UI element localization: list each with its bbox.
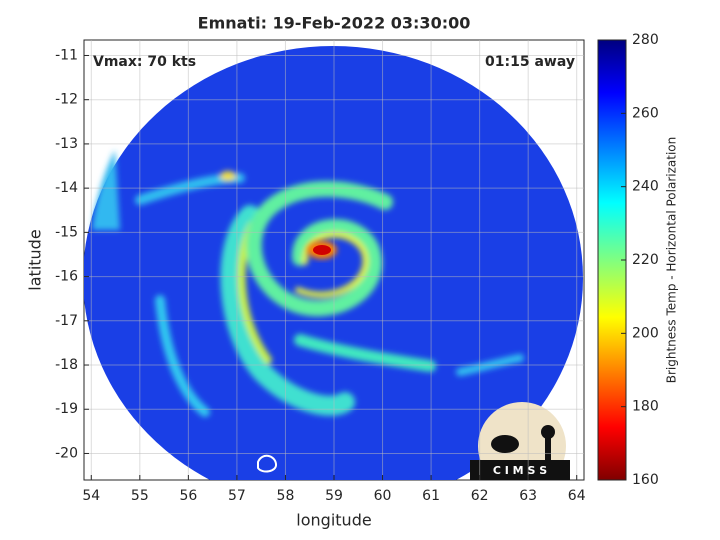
colorbar-tick-label: 200 [632, 325, 659, 341]
colorbar-tick-label: 280 [632, 32, 659, 48]
x-tick-label: 59 [325, 488, 343, 504]
y-tick-label: -20 [55, 445, 78, 461]
x-tick-label: 58 [277, 488, 295, 504]
y-tick-label: -19 [55, 401, 78, 417]
imagery: C I M S S [84, 46, 583, 480]
rainbands [135, 171, 524, 417]
colorbar-tick-label: 160 [632, 472, 659, 488]
y-tick-label: -17 [55, 313, 78, 329]
x-tick-label: 54 [82, 488, 100, 504]
x-axis-label: longitude [296, 511, 371, 530]
x-tick-label: 62 [471, 488, 489, 504]
annotation: Vmax: 70 kts [93, 54, 196, 70]
x-tick-label: 61 [422, 488, 440, 504]
x-tick-label: 63 [519, 488, 537, 504]
x-tick-label: 64 [568, 488, 586, 504]
y-tick-label: -14 [55, 180, 78, 196]
y-tick-label: -18 [55, 357, 78, 373]
eye [313, 245, 331, 255]
island [257, 454, 277, 473]
chart-title: Emnati: 19-Feb-2022 03:30:00 [198, 14, 471, 33]
colorbar-tick-label: 260 [632, 105, 659, 121]
colorbar-tick-label: 220 [632, 252, 659, 268]
x-tick-label: 55 [131, 488, 149, 504]
x-tick-label: 60 [374, 488, 392, 504]
y-tick-label: -12 [55, 92, 78, 108]
logo-text: C I M S S [493, 464, 547, 477]
colorbar-label: Brightness Temp - Horizontal Polarizatio… [665, 137, 679, 384]
y-axis-label: latitude [26, 229, 45, 290]
y-tick-label: -13 [55, 136, 78, 152]
colorbar-tick-label: 180 [632, 399, 659, 415]
x-tick-label: 57 [228, 488, 246, 504]
grid [84, 40, 584, 480]
logo: C I M S S [470, 402, 570, 480]
y-tick-label: -15 [55, 224, 78, 240]
annotation: 01:15 away [485, 54, 575, 70]
y-tick-label: -16 [55, 269, 78, 285]
y-tick-label: -11 [55, 47, 78, 63]
x-tick-label: 56 [179, 488, 197, 504]
colorbar-tick-label: 240 [632, 179, 659, 195]
swath-edge [92, 150, 120, 230]
